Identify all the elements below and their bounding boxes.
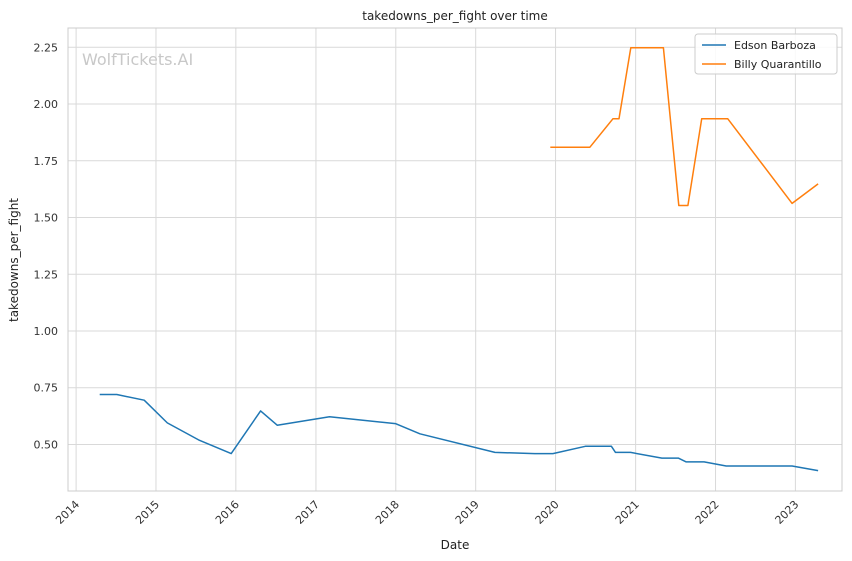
chart-title: takedowns_per_fight over time [362, 9, 548, 23]
y-tick-label: 1.25 [34, 268, 59, 281]
x-tick-label: 2017 [293, 498, 322, 527]
series-line-billy-quarantillo [550, 46, 819, 207]
x-tick-label: 2020 [533, 498, 562, 527]
y-tick-label: 1.50 [34, 212, 59, 225]
x-tick-labels: 2014 2015 2016 2017 2018 2019 2020 2021 2022 2023 [53, 498, 801, 527]
plot-frame [67, 27, 843, 492]
legend-box [694, 33, 838, 75]
y-tick-label: 0.75 [34, 382, 59, 395]
y-tick-labels: 0.50 0.75 1.00 1.25 1.50 1.75 2.00 2.25 [34, 41, 59, 451]
x-tick-label: 2016 [213, 498, 242, 527]
y-tick-label: 2.00 [34, 98, 59, 111]
x-tick-label: 2014 [53, 498, 82, 527]
y-tick-label: 0.50 [34, 438, 59, 451]
series-layer [99, 46, 819, 472]
legend-label-edson-barboza: Edson Barboza [734, 39, 816, 52]
x-tick-label: 2023 [773, 498, 802, 527]
y-axis-title: takedowns_per_fight [7, 198, 21, 322]
x-tick-label: 2021 [613, 498, 642, 527]
y-tick-label: 2.25 [34, 41, 59, 54]
y-tick-label: 1.00 [34, 325, 59, 338]
watermark: WolfTickets.AI [82, 50, 193, 69]
x-tick-label: 2019 [453, 498, 482, 527]
x-tick-label: 2018 [373, 498, 402, 527]
x-tick-label: 2022 [693, 498, 722, 527]
x-axis-title: Date [441, 538, 470, 552]
grid-lines [68, 28, 842, 491]
legend: Edson Barboza Billy Quarantillo [694, 33, 838, 75]
legend-label-billy-quarantillo: Billy Quarantillo [734, 58, 822, 71]
x-tick-label: 2015 [133, 498, 162, 527]
y-tick-label: 1.75 [34, 155, 59, 168]
series-line-edson-barboza [99, 393, 819, 472]
